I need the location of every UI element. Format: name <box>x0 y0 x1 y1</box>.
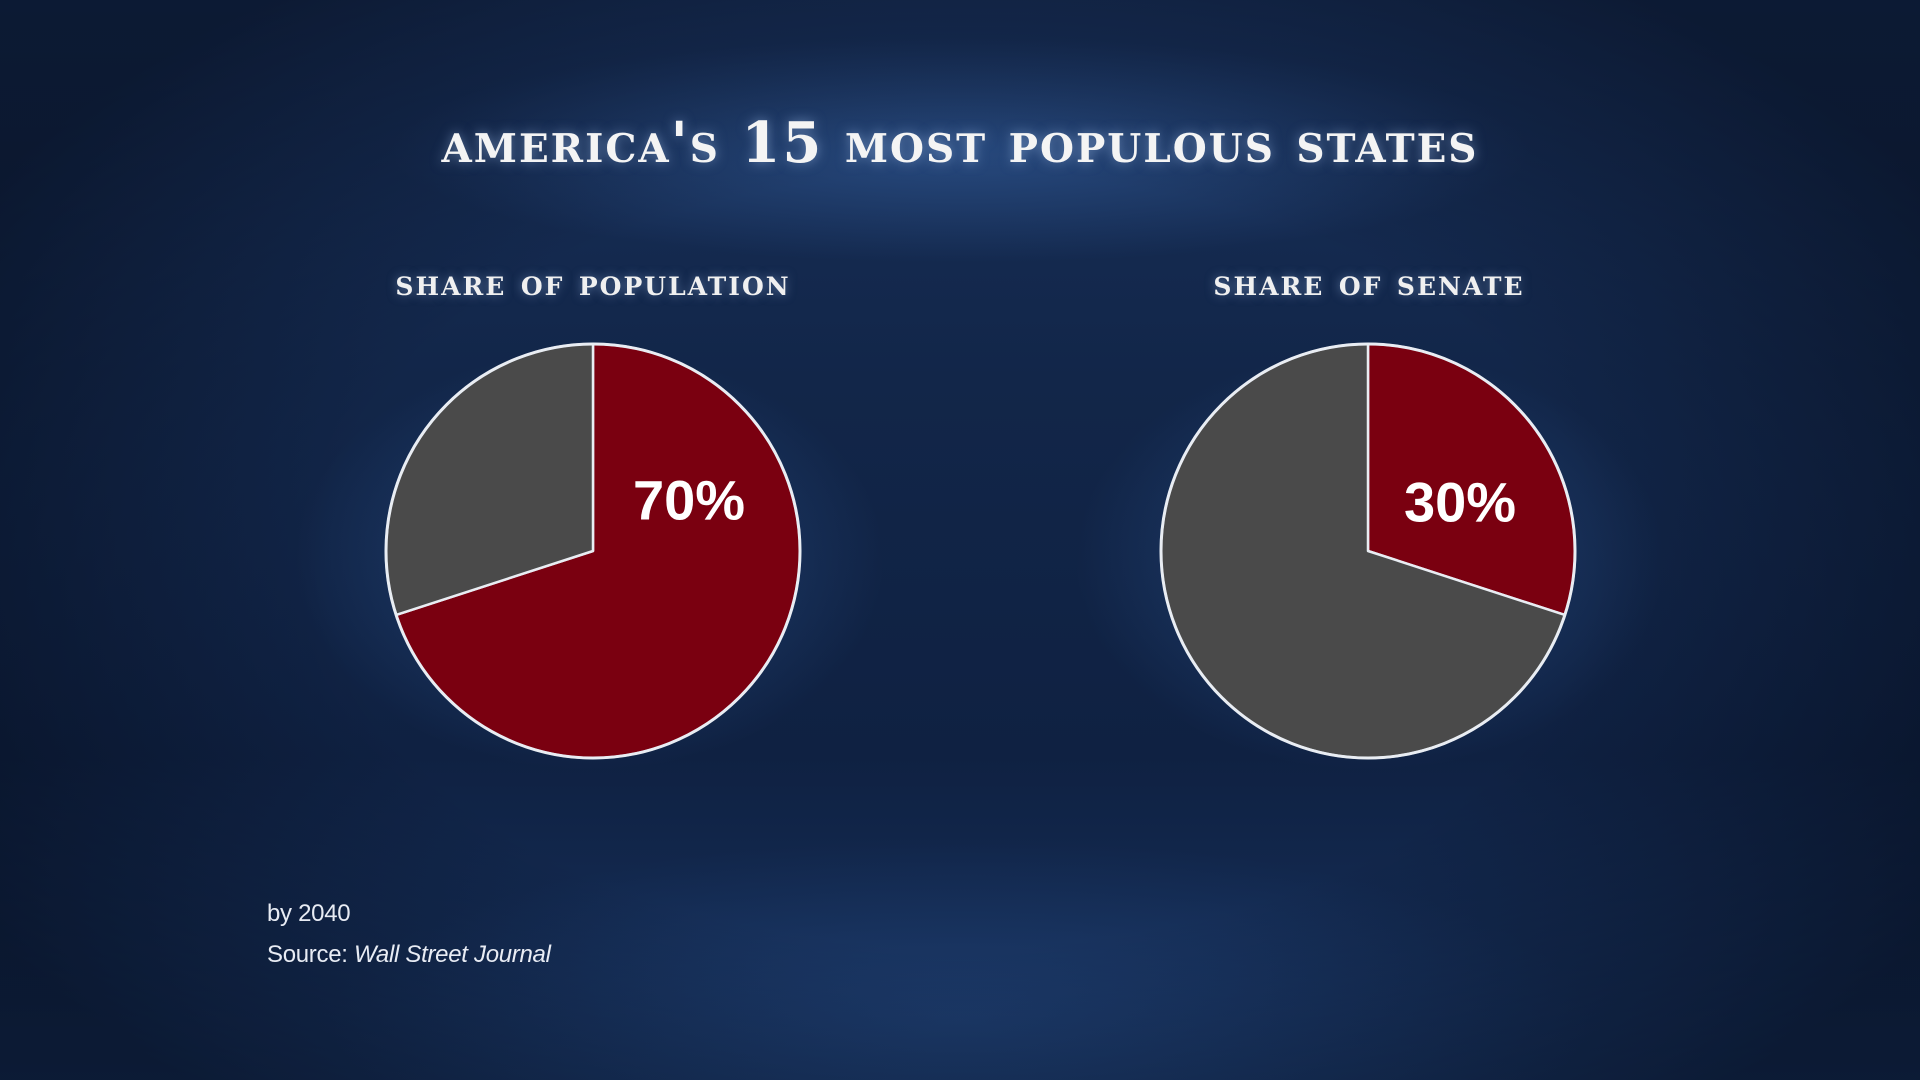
main-title: America's 15 Most Populous States <box>441 110 1479 176</box>
pie-outline-population <box>384 342 802 760</box>
pie-chart-population: 70% <box>384 342 802 760</box>
source-prefix: Source: <box>267 941 348 968</box>
source-name: Wall Street Journal <box>354 941 551 968</box>
chart-title-senate: Share of Senate <box>1213 262 1525 304</box>
chart-title-population: Share of Population <box>395 262 791 304</box>
footnote-source: Source: Wall Street Journal <box>267 941 551 969</box>
pie-label-population-0: 70% <box>633 469 745 532</box>
pie-label-senate-0: 30% <box>1404 471 1516 534</box>
pie-outline-senate <box>1159 342 1577 760</box>
pie-chart-senate: 30% <box>1159 342 1577 760</box>
footnote-year: by 2040 <box>267 900 351 927</box>
